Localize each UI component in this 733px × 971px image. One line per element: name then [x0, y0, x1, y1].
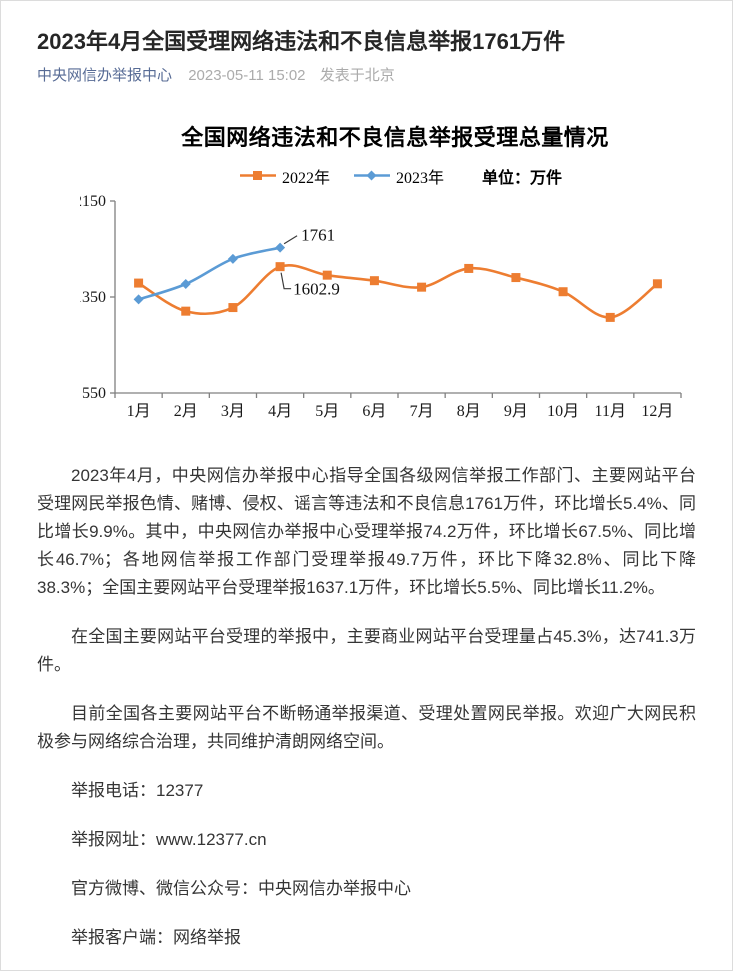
chart-unit-label: 单位：万件	[482, 169, 563, 187]
svg-text:1月: 1月	[127, 403, 151, 420]
svg-text:6月: 6月	[362, 403, 386, 420]
paragraph-platform-share: 在全国主要网站平台受理的举报中，主要商业网站平台受理量占45.3%，达741.3…	[37, 627, 696, 674]
byline: 中央网信办举报中心 2023-05-11 15:02 发表于北京	[37, 65, 696, 86]
account-link[interactable]: 中央网信办举报中心	[37, 67, 173, 84]
svg-text:8月: 8月	[457, 403, 481, 420]
svg-text:2月: 2月	[174, 403, 198, 420]
svg-text:4月: 4月	[268, 403, 292, 420]
svg-text:1350: 1350	[80, 289, 106, 306]
legend-label-2023: 2023年	[395, 169, 444, 187]
contact-app-line: 举报客户端：网络举报	[71, 928, 241, 947]
svg-text:1761: 1761	[301, 226, 335, 245]
svg-text:10月: 10月	[547, 403, 579, 420]
contact-website-line: 举报网址：www.12377.cn	[71, 830, 267, 849]
publish-time: 2023-05-11 15:02	[188, 67, 306, 84]
legend-swatch-square-icon	[239, 171, 276, 180]
svg-text:11月: 11月	[595, 403, 626, 420]
contact-social-line: 官方微博、微信公众号：中央网信办举报中心	[71, 879, 411, 898]
contact-phone-line: 举报电话：12377	[71, 781, 204, 800]
svg-text:550: 550	[82, 385, 106, 402]
svg-text:12月: 12月	[641, 403, 673, 420]
chart-figure: 全国网络违法和不良信息举报受理总量情况 2022年 2023年 单位：万件 55…	[80, 123, 710, 426]
chart-title: 全国网络违法和不良信息举报受理总量情况	[181, 125, 609, 150]
svg-text:5月: 5月	[315, 403, 339, 420]
line-chart: 550 1350 2150 1月 2月 3月 4月 5月 6月 7月 8月 9月 10月 11月 12月 17…	[80, 194, 682, 420]
svg-text:2150: 2150	[80, 194, 106, 210]
legend-item-2022: 2022年	[239, 164, 330, 188]
legend-label-2022: 2022年	[281, 169, 330, 187]
legend-item-2023: 2023年	[353, 164, 444, 188]
paragraph-closing: 目前全国各主要网站平台不断畅通举报渠道、受理处置网民举报。欢迎广大网民积极参与网…	[37, 704, 696, 751]
article-body: 2023年4月，中央网信办举报中心指导全国各级网信举报工作部门、主要网站平台受理…	[37, 462, 696, 952]
paragraph-overview: 2023年4月，中央网信办举报中心指导全国各级网信举报工作部门、主要网站平台受理…	[37, 466, 696, 597]
svg-text:9月: 9月	[504, 403, 528, 420]
svg-text:3月: 3月	[221, 403, 245, 420]
chart-legend: 2022年 2023年 单位：万件	[80, 164, 710, 188]
article-title: 2023年4月全国受理网络违法和不良信息举报1761万件	[37, 29, 566, 54]
legend-swatch-diamond-icon	[353, 170, 390, 181]
svg-text:1602.9: 1602.9	[293, 280, 340, 299]
svg-text:7月: 7月	[410, 403, 434, 420]
publish-location: 发表于北京	[319, 67, 395, 84]
